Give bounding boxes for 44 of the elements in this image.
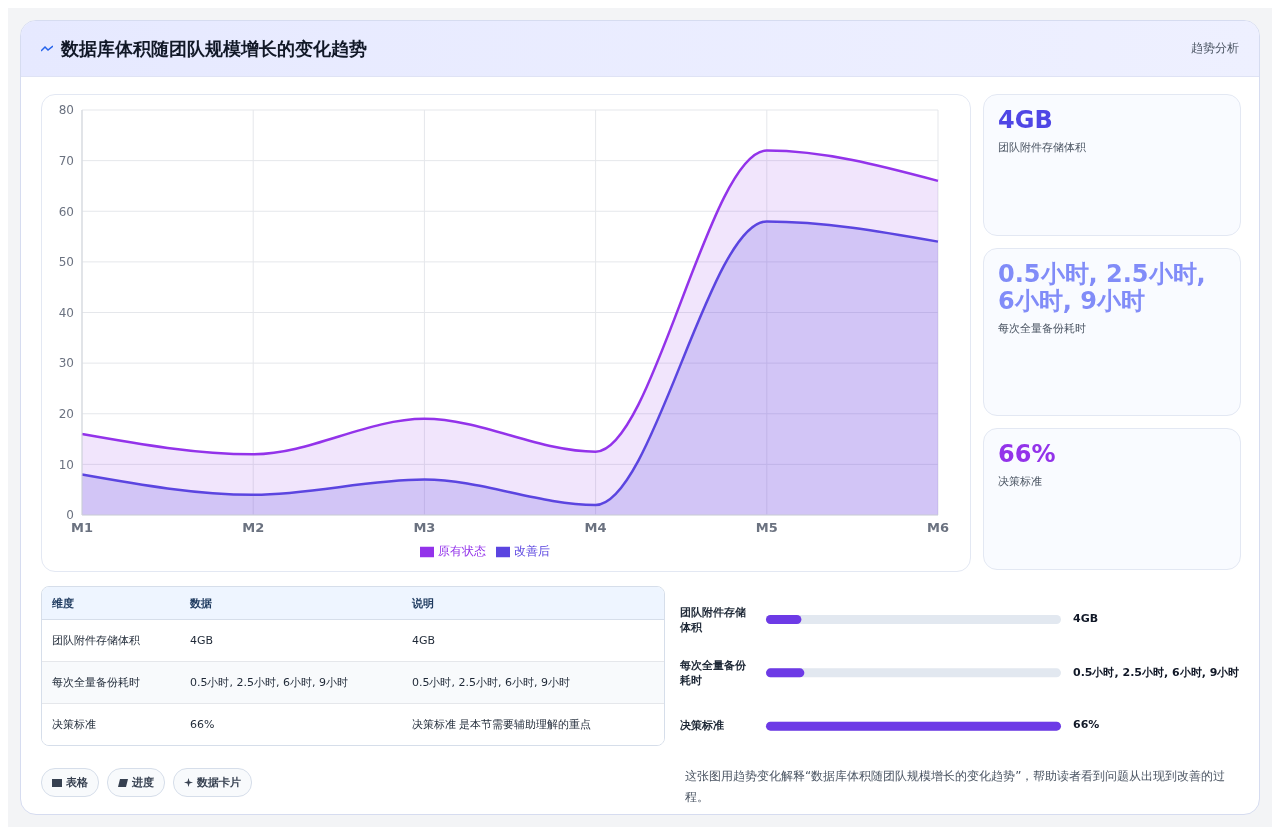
- text: 4GB: [190, 634, 214, 647]
- text: 0.5小时, 2.5小时, 6小时, 9小时: [1073, 665, 1240, 680]
- y-tick-label: 40: [58, 305, 74, 320]
- chart-title: 数据库体积随团队规模增长的变化趋势: [61, 36, 367, 61]
- text: 0.5小时, 2.5小时, 6小时, 9小时: [998, 260, 1207, 315]
- text: 4GB: [1073, 611, 1099, 625]
- text: 进度: [107, 768, 165, 797]
- category-label: 数据: [189, 595, 213, 611]
- text: 4GB: [412, 634, 436, 647]
- y-tick-label: 80: [58, 103, 74, 118]
- text: 数据卡片: [173, 768, 252, 797]
- text: 4GB: [998, 106, 1054, 134]
- legend-label: 改善后: [514, 544, 550, 558]
- x-tick-label: M2: [242, 520, 265, 536]
- x-tick-label: M6: [927, 520, 949, 536]
- text: 66%: [190, 718, 215, 731]
- category-label: 维度: [51, 595, 75, 611]
- y-tick-label: 0: [66, 508, 74, 523]
- text: 0.5小时, 2.5小时, 6小时, 9小时: [190, 676, 348, 689]
- y-tick-label: 70: [58, 153, 74, 168]
- y-tick-label: 每次全量备份耗时: [679, 659, 747, 687]
- category-label: 说明: [411, 595, 435, 611]
- text: 每次全量备份耗时: [998, 321, 1087, 336]
- y-tick-label: 决策标准: [680, 719, 724, 733]
- text: 决策标准 是本节需要辅助理解的重点: [412, 718, 592, 731]
- y-tick-label: 50: [58, 255, 74, 270]
- text: 决策标准: [998, 474, 1043, 489]
- legend-label: 原有状态: [438, 544, 486, 558]
- y-tick-label: 10: [58, 457, 74, 472]
- y-tick-label: 30: [58, 356, 74, 371]
- text: 66%: [1073, 718, 1100, 732]
- y-tick-label: 60: [58, 204, 74, 219]
- x-tick-label: M1: [71, 520, 93, 536]
- x-tick-label: M4: [584, 520, 607, 536]
- y-tick-label: 20: [58, 407, 74, 422]
- x-tick-label: M5: [755, 520, 778, 536]
- x-tick-label: M3: [413, 520, 436, 536]
- text: 66%: [998, 440, 1057, 468]
- text: 趋势分析: [1191, 40, 1239, 57]
- y-tick-label: 团队附件存储体积: [679, 605, 746, 634]
- text: 团队附件存储体积: [998, 140, 1087, 155]
- text: 0.5小时, 2.5小时, 6小时, 9小时: [412, 676, 570, 689]
- text: 表格: [41, 768, 99, 797]
- text: 这张图用趋势变化解释“数据库体积随团队规模增长的变化趋势”，帮助读者看到问题从出现到改善的过程。: [685, 768, 1227, 806]
